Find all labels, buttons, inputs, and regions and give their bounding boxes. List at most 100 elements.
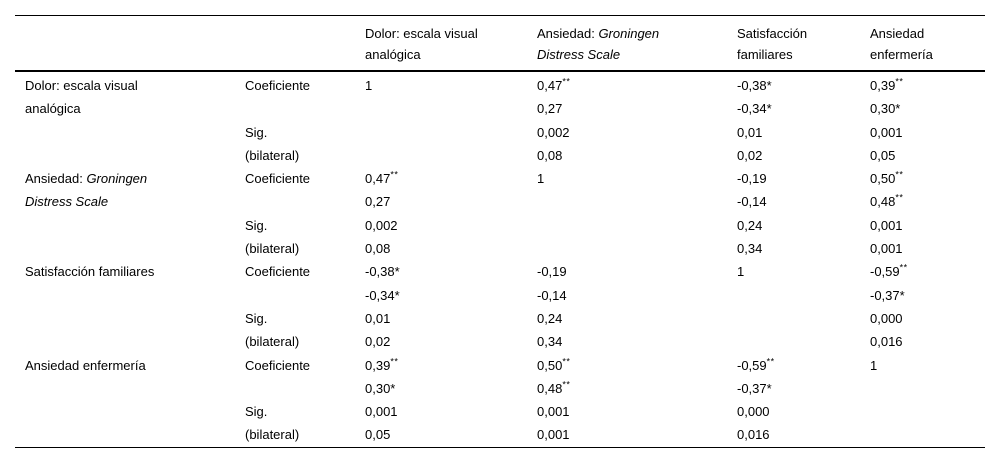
document-page: Dolor: escala visual analógica Ansiedad: G… — [15, 15, 985, 448]
cell-dolor: 0,02 — [365, 334, 391, 350]
label-line: analógica — [365, 47, 421, 62]
cell-gds: 0,001 — [537, 404, 570, 420]
significance-marker: ** — [562, 356, 571, 367]
stat-label: Sig. — [245, 124, 268, 140]
cell-satisfaccion: 0,01 — [737, 124, 763, 140]
stat-label — [235, 284, 355, 307]
table-row: Sig. 0,002 0,24 0,001 — [15, 214, 985, 237]
label-line: Ansiedad — [870, 26, 925, 41]
row-label-text: Ansiedad: Groningen Distress Scale — [25, 167, 210, 214]
cell-enfermeria: 0,001 — [870, 217, 903, 233]
significance-marker: ** — [895, 169, 904, 180]
significance-marker: ** — [562, 379, 571, 390]
cell-gds — [527, 237, 727, 260]
cell-satisfaccion — [727, 307, 860, 330]
stat-label: (bilateral) — [245, 241, 300, 257]
label-line: Ansiedad: Groningen — [537, 26, 660, 41]
cell-satisfaccion: 1 — [737, 264, 745, 280]
cell-enfermeria — [860, 377, 985, 400]
cell-satisfaccion: 0,34 — [737, 241, 763, 257]
table-row: Sig. 0,001 0,001 0,000 — [15, 400, 985, 423]
label-line: Distress Scale — [537, 47, 621, 62]
table-row: -0,34* -0,14 -0,37* — [15, 284, 985, 307]
correlation-table: Dolor: escala visual analógica Ansiedad: G… — [15, 15, 985, 448]
stat-label — [235, 190, 355, 213]
cell-enfermeria: 0,016 — [870, 334, 903, 350]
cell-satisfaccion: -0,19 — [737, 171, 767, 187]
label-line: analógica — [25, 101, 81, 117]
stat-label: Coeficiente — [245, 171, 311, 187]
table-row: 0,27 -0,34* 0,30* — [15, 97, 985, 120]
cell-dolor: 0,47** — [365, 169, 399, 187]
cell-enfermeria: 0,000 — [870, 310, 903, 326]
label-line: Ansiedad: Groningen — [25, 171, 148, 187]
significance-marker: ** — [390, 356, 399, 367]
cell-dolor: 0,27 — [365, 194, 391, 210]
column-header-label: Ansiedad enfermería — [870, 23, 985, 65]
cell-dolor: 0,08 — [365, 241, 391, 257]
stat-label: Coeficiente — [245, 357, 311, 373]
stat-label: (bilateral) — [245, 334, 300, 350]
label-line: familiares — [737, 47, 793, 62]
table-row: (bilateral) 0,02 0,34 0,016 — [15, 330, 985, 353]
cell-gds: 0,001 — [537, 427, 570, 443]
column-header-rowhead — [15, 15, 235, 72]
label-line: Dolor: escala visual — [25, 78, 138, 93]
column-header-enfermeria: Ansiedad enfermería — [860, 15, 985, 72]
row-label-text: Satisfacción familiares — [25, 260, 210, 283]
cell-enfermeria — [860, 400, 985, 423]
cell-satisfaccion — [727, 284, 860, 307]
label-line: Satisfacción familiares — [25, 264, 155, 280]
cell-dolor: 0,05 — [365, 427, 391, 443]
cell-dolor: 0,001 — [365, 404, 398, 420]
label-line: enfermería — [870, 47, 933, 62]
cell-satisfaccion: -0,14 — [737, 194, 767, 210]
row-label: Satisfacción familiares — [15, 260, 235, 353]
cell-gds: 0,27 — [537, 101, 563, 117]
cell-enfermeria: 0,50** — [870, 169, 904, 187]
cell-gds: 0,47** — [537, 76, 571, 93]
cell-satisfaccion: 0,24 — [737, 217, 763, 233]
cell-gds — [527, 190, 727, 213]
table-row: Sig. 0,01 0,24 0,000 — [15, 307, 985, 330]
label-line: Ansiedad enfermería — [25, 357, 146, 373]
table-row: (bilateral) 0,05 0,001 0,016 — [15, 423, 985, 447]
cell-dolor: 0,39** — [365, 356, 399, 373]
cell-enfermeria: -0,37* — [870, 287, 905, 303]
cell-dolor: -0,34* — [365, 287, 400, 303]
cell-enfermeria: 0,001 — [870, 124, 903, 140]
cell-gds: 1 — [537, 171, 545, 187]
row-label: Ansiedad: Groningen Distress Scale — [15, 167, 235, 260]
label-line: Dolor: escala visual — [365, 26, 478, 41]
stat-label: Sig. — [245, 404, 268, 420]
significance-marker: ** — [766, 356, 775, 367]
column-header-dolor: Dolor: escala visual analógica — [355, 15, 527, 72]
row-label: Ansiedad enfermería — [15, 354, 235, 448]
column-header-label: Dolor: escala visual analógica — [365, 23, 527, 65]
cell-gds: -0,14 — [537, 287, 567, 303]
column-header-label: Satisfacción familiares — [737, 23, 860, 65]
row-label-text: Dolor: escala visual analógica — [25, 74, 210, 121]
cell-gds: 0,50** — [537, 356, 571, 373]
column-header-label: Ansiedad: Groningen Distress Scale — [537, 23, 727, 65]
cell-satisfaccion: 0,016 — [737, 427, 770, 443]
table-body: Dolor: escala visual analógica Coeficiente… — [15, 71, 985, 447]
cell-dolor: 0,002 — [365, 217, 398, 233]
cell-enfermeria: 0,001 — [870, 241, 903, 257]
cell-gds: 0,002 — [537, 124, 570, 140]
stat-label: Sig. — [245, 310, 268, 326]
significance-marker: ** — [390, 169, 399, 180]
significance-marker: ** — [895, 193, 904, 204]
stat-label — [235, 377, 355, 400]
cell-enfermeria: 0,30* — [870, 101, 901, 117]
table-row: Dolor: escala visual analógica Coeficiente… — [15, 71, 985, 116]
cell-satisfaccion: -0,38* — [737, 78, 772, 93]
table-row: Sig. 0,002 0,01 0,001 — [15, 121, 985, 144]
table-row: (bilateral) 0,08 0,02 0,05 — [15, 144, 985, 167]
cell-dolor: 0,01 — [365, 310, 391, 326]
cell-enfermeria: 0,48** — [870, 193, 904, 210]
cell-gds: 0,24 — [537, 310, 563, 326]
cell-dolor — [355, 121, 527, 144]
label-line: Satisfacción — [737, 26, 808, 41]
column-header-stat — [235, 15, 355, 72]
